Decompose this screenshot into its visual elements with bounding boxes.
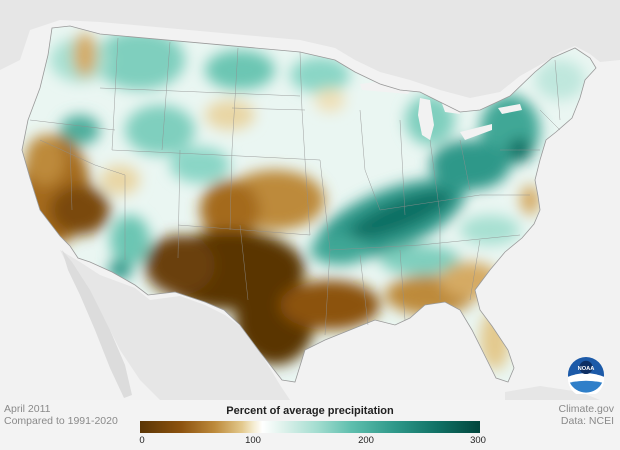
legend-title: Percent of average precipitation	[226, 405, 394, 417]
great-lakes	[360, 80, 522, 140]
map-area	[0, 0, 620, 400]
legend-tick-300: 300	[470, 435, 486, 446]
baseline-label: Compared to 1991-2020	[4, 415, 118, 427]
noaa-logo: NOAA	[567, 356, 605, 394]
period-label: April 2011	[4, 403, 51, 415]
mexico-land	[60, 250, 290, 400]
precipitation-map	[0, 0, 620, 400]
legend-tick-100: 100	[245, 435, 261, 446]
source-site-label: Climate.gov	[558, 403, 614, 415]
legend-tick-200: 200	[358, 435, 374, 446]
canada-land	[0, 0, 620, 98]
us-outline	[21, 25, 597, 383]
source-data-label: Data: NCEI	[560, 415, 614, 427]
legend-color-bar	[140, 421, 480, 433]
legend-tick-0: 0	[139, 435, 145, 446]
state-borders	[29, 37, 561, 336]
cuba-land	[505, 386, 600, 400]
baja-land	[62, 250, 132, 398]
noaa-logo-text: NOAA	[578, 366, 595, 372]
